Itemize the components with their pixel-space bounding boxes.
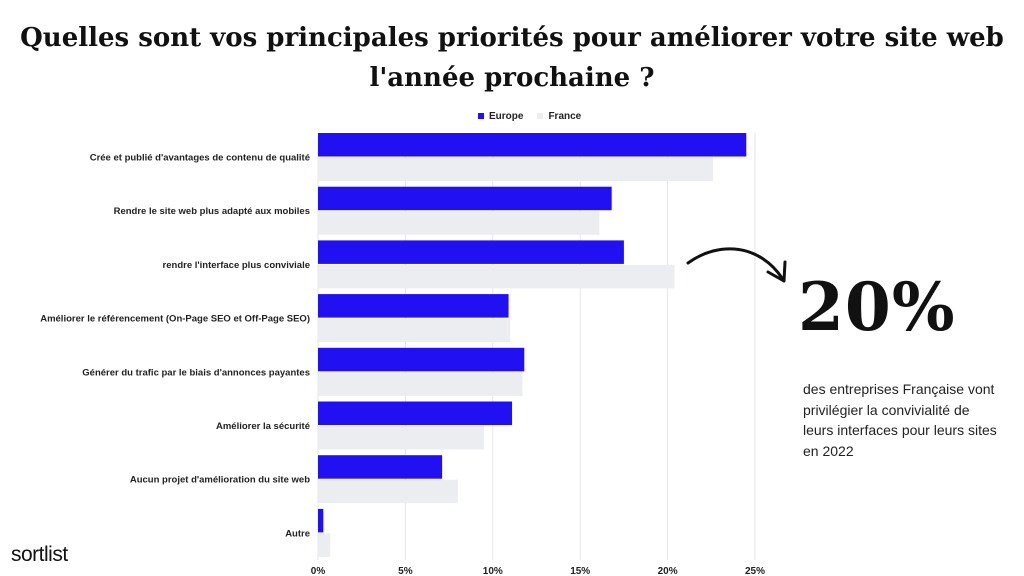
- category-label: Rendre le site web plus adapté aux mobil…: [114, 206, 310, 217]
- bar-europe: [318, 508, 324, 533]
- callout-value: 20%: [798, 268, 956, 346]
- bar-europe: [318, 401, 513, 425]
- bar-europe: [318, 133, 747, 157]
- title-line-2: l'année prochaine ?: [369, 63, 655, 93]
- legend-label: France: [548, 111, 582, 122]
- bar-europe: [318, 455, 443, 479]
- category-label: Aucun projet d'amélioration du site web: [130, 475, 310, 486]
- x-tick-label: 5%: [398, 566, 413, 576]
- legend-france: France: [537, 111, 581, 122]
- title-line-1: Quelles sont vos principales priorités p…: [20, 23, 1004, 53]
- legend-swatch-france: [537, 113, 544, 120]
- legend-label: Europe: [489, 111, 524, 122]
- x-tick-label: 15%: [570, 566, 590, 576]
- bar-france: [318, 426, 485, 450]
- bar-europe: [318, 347, 525, 372]
- category-label: Autre: [285, 528, 310, 539]
- category-label: Crée et publié d'avantages de contenu de…: [90, 153, 310, 164]
- chart-legend: Europe France: [478, 111, 581, 122]
- category-label: Améliorer le référencement (On-Page SEO …: [40, 314, 310, 325]
- bar-europe: [318, 240, 624, 264]
- legend-swatch-europe: [478, 113, 484, 120]
- bar-france: [318, 533, 331, 557]
- bar-france: [318, 264, 675, 289]
- category-label: Améliorer la sécurité: [216, 421, 310, 432]
- bar-europe: [318, 294, 509, 318]
- x-tick-label: 10%: [483, 566, 503, 576]
- bar-france: [318, 318, 511, 343]
- callout-text: des entreprises Française vont privilégi…: [803, 381, 997, 459]
- bar-europe: [318, 186, 612, 211]
- legend-europe: Europe: [478, 111, 523, 122]
- sortlist-logo: sortlist: [11, 543, 68, 566]
- bar-france: [318, 372, 523, 396]
- x-tick-label: 0%: [311, 566, 326, 576]
- bar-france: [318, 157, 714, 181]
- x-tick-label: 25%: [745, 566, 765, 576]
- bar-france: [318, 211, 600, 235]
- category-label: rendre l'interface plus conviviale: [163, 260, 310, 271]
- page-title: Quelles sont vos principales priorités p…: [0, 18, 1024, 98]
- bar-france: [318, 479, 458, 504]
- x-tick-label: 20%: [658, 566, 678, 576]
- category-label: Générer du trafic par le biais d'annonce…: [82, 367, 310, 378]
